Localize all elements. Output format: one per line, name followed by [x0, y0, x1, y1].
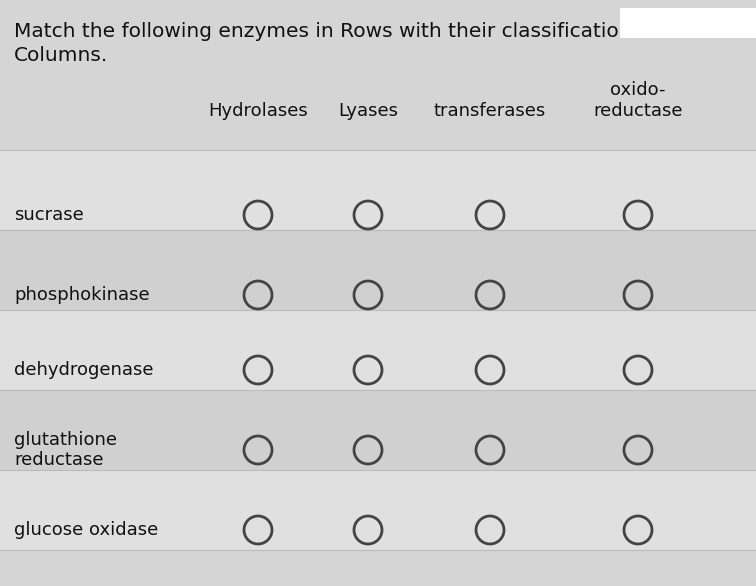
Text: sucrase: sucrase	[14, 206, 84, 224]
Text: dehydrogenase: dehydrogenase	[14, 361, 153, 379]
Text: glutathione
reductase: glutathione reductase	[14, 431, 117, 469]
Bar	[0, 150, 756, 230]
Text: Match the following enzymes in Rows with their classification in  *: Match the following enzymes in Rows with…	[14, 22, 679, 41]
Text: Lyases: Lyases	[338, 102, 398, 120]
Bar	[0, 310, 756, 390]
Bar	[0, 390, 756, 470]
Bar	[620, 8, 756, 38]
Text: oxido-
reductase: oxido- reductase	[593, 81, 683, 120]
Text: glucose oxidase: glucose oxidase	[14, 521, 158, 539]
Text: Hydrolases: Hydrolases	[208, 102, 308, 120]
Text: Columns.: Columns.	[14, 46, 108, 65]
Bar	[0, 230, 756, 310]
Text: phosphokinase: phosphokinase	[14, 286, 150, 304]
Bar	[0, 470, 756, 550]
Text: transferases: transferases	[434, 102, 546, 120]
